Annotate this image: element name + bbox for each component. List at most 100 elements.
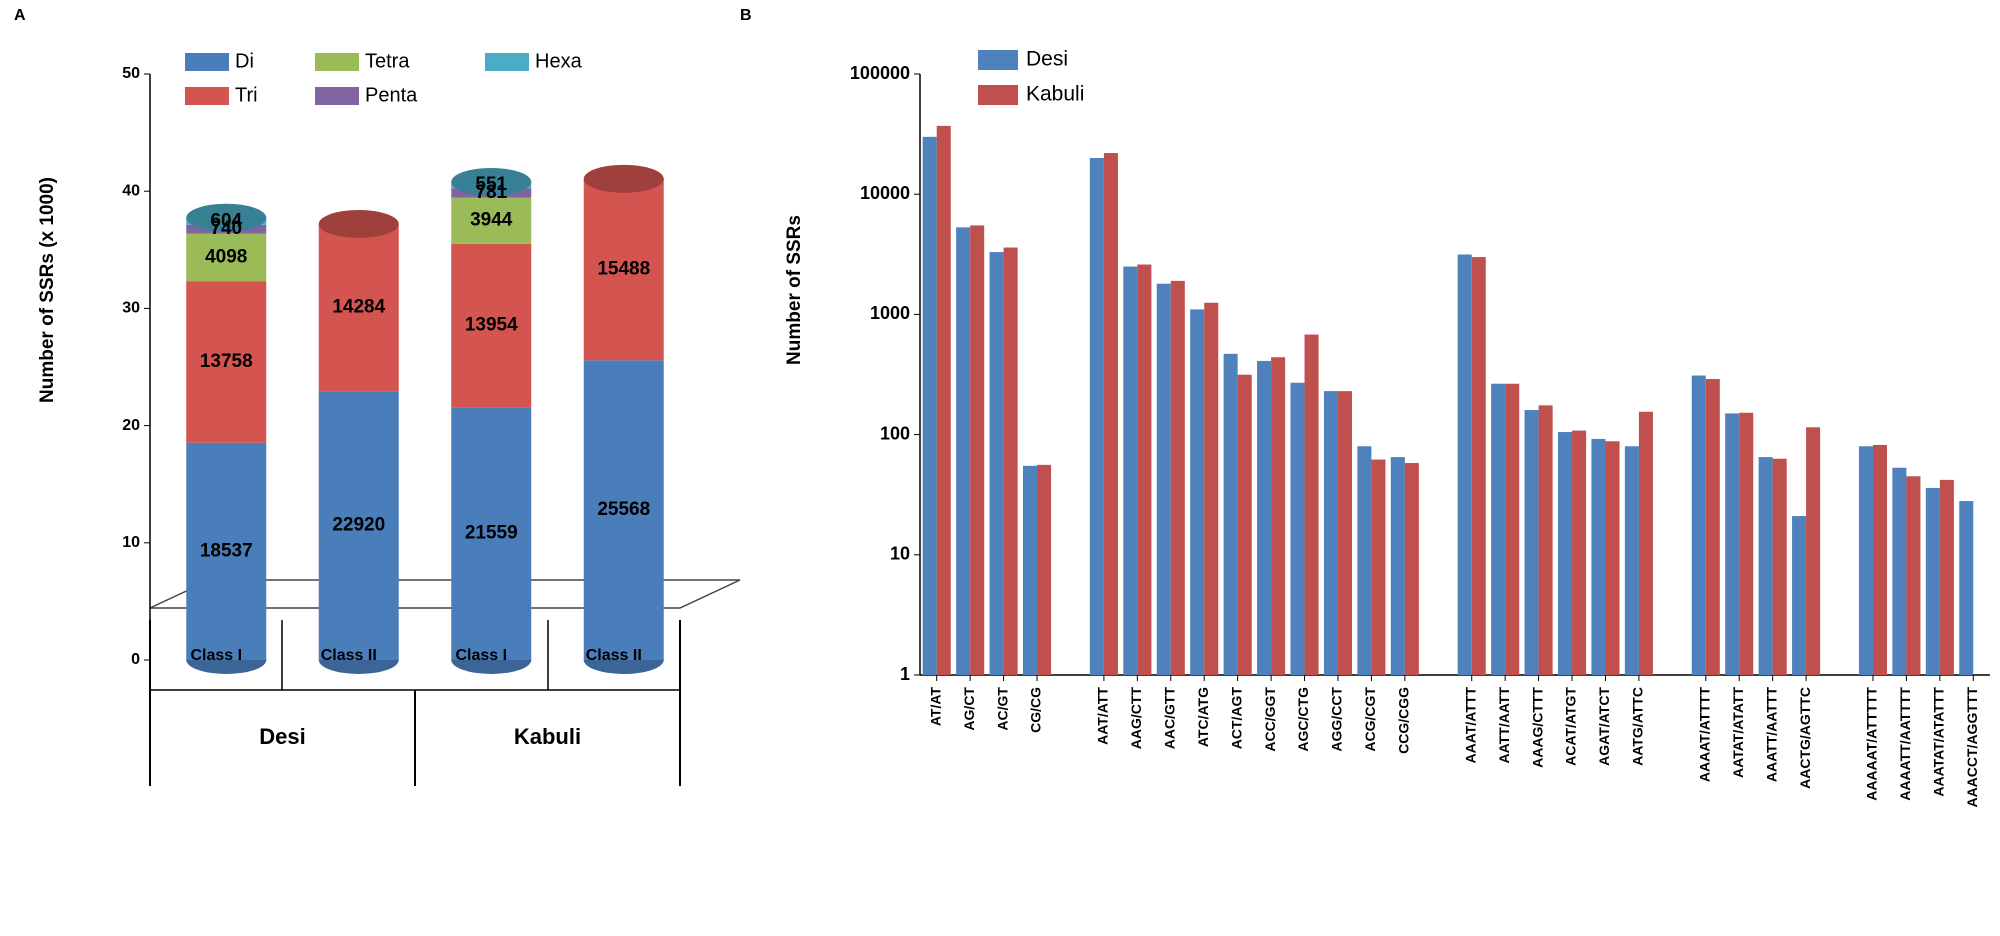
bar [1170, 280, 1185, 675]
value-label: 14284 [332, 297, 385, 318]
bar [1089, 158, 1104, 676]
x-tick-label: ACC/GGT [1262, 687, 1278, 752]
bar [1491, 383, 1506, 675]
y-tick-label: 10000 [860, 183, 910, 203]
x-tick-label: ACT/AGT [1228, 687, 1244, 750]
bar [1156, 283, 1171, 675]
value-label: 740 [210, 218, 242, 239]
x-tick-label: Class I [190, 647, 242, 664]
bar [1591, 438, 1606, 675]
bar-segment [186, 442, 267, 660]
value-label: 3944 [470, 210, 513, 231]
y-tick-label: 50 [122, 65, 140, 82]
bar [1624, 446, 1639, 675]
value-label: 21559 [465, 523, 518, 544]
legend-label: Penta [365, 84, 418, 106]
panel-label: A [14, 7, 26, 24]
bar [1959, 501, 1974, 675]
legend-label: Kabuli [1026, 83, 1084, 106]
y-tick-label: 0 [131, 651, 140, 668]
value-label: 22920 [332, 515, 385, 536]
value-label: 25568 [597, 499, 650, 520]
bar [1022, 465, 1038, 675]
y-tick-label: 30 [122, 300, 140, 317]
legend-swatch [185, 87, 229, 105]
value-label: 781 [475, 182, 507, 203]
x-tick-label: CCG/CGG [1396, 687, 1412, 754]
bar [1906, 476, 1921, 675]
bar [936, 125, 951, 675]
x-tick-label: AAATAT/ATATTT [1931, 687, 1947, 797]
bar [1103, 153, 1118, 676]
x-tick-label: AC/GT [994, 687, 1010, 731]
x-tick-label: AATT/AATT [1496, 687, 1512, 764]
x-tick-label: AAC/GTT [1161, 687, 1177, 750]
bar-segment [318, 223, 399, 392]
y-tick-label: 1000 [870, 303, 910, 323]
bar [1858, 446, 1873, 675]
legend-swatch [315, 87, 359, 105]
bar [1872, 444, 1888, 675]
legend-label: Tetra [365, 50, 410, 72]
value-label: 13954 [465, 315, 518, 336]
x-tick-label: AT/AT [927, 687, 943, 727]
bar [970, 225, 985, 676]
y-axis-label: Number of SSRs [784, 215, 805, 365]
bar [1290, 382, 1305, 675]
bar [1705, 379, 1720, 675]
bar [1557, 432, 1573, 675]
bar-cap [583, 164, 664, 193]
bar [1925, 487, 1940, 675]
value-label: 604 [210, 210, 242, 231]
legend-swatch [185, 53, 229, 71]
y-tick-label: 1 [900, 664, 910, 684]
value-label: 15488 [597, 259, 650, 280]
x-tick-label: AAAAAT/ATTTTT [1864, 687, 1880, 801]
y-tick-label: 10 [890, 544, 910, 564]
bar-segment [583, 178, 664, 361]
bar-segment [451, 407, 532, 660]
bar [1271, 357, 1286, 675]
y-axis-label: Number of SSRs (x 1000) [37, 177, 58, 403]
bar-segment [583, 360, 664, 660]
bar [1257, 360, 1272, 675]
x-tick-label: AATG/ATTC [1630, 687, 1646, 766]
legend-swatch [978, 85, 1018, 105]
legend-label: Di [235, 50, 254, 72]
x-tick-label: AAG/CTT [1128, 687, 1144, 750]
bar [1792, 516, 1807, 675]
bar [1323, 391, 1338, 675]
panel-label: B [740, 7, 752, 24]
y-tick-label: 100 [880, 423, 910, 443]
bar [1204, 302, 1219, 675]
bar-segment [318, 391, 399, 660]
bar [1404, 463, 1419, 675]
bar-segment [186, 233, 267, 282]
x-tick-label: Class I [455, 647, 507, 664]
bar [1758, 457, 1773, 675]
bar [1390, 457, 1405, 675]
x-tick-label: Class II [586, 647, 642, 664]
x-tick-label: AAACCT/AGGTTT [1964, 687, 1980, 808]
bar [956, 227, 971, 675]
x-tick-label: ATC/ATG [1195, 687, 1211, 747]
legend-label: Desi [1026, 48, 1068, 71]
bar-segment [451, 243, 532, 408]
bar [1471, 257, 1486, 675]
bar [1538, 405, 1553, 675]
bar [1304, 334, 1319, 675]
x-tick-label: AAATT/AATTT [1763, 687, 1779, 783]
x-tick-label: Class II [321, 647, 377, 664]
x-tick-label: AAT/ATT [1095, 687, 1111, 745]
x-tick-label: AAAG/CTTT [1529, 687, 1545, 768]
bar [1892, 467, 1907, 675]
bar [1137, 264, 1152, 675]
value-label: 13758 [200, 351, 253, 372]
legend-swatch [315, 53, 359, 71]
bar [1190, 309, 1205, 675]
x-tick-label: ACG/CGT [1362, 687, 1378, 752]
bar [1725, 413, 1740, 675]
legend-label: Tri [235, 84, 258, 106]
bar [1806, 427, 1821, 675]
